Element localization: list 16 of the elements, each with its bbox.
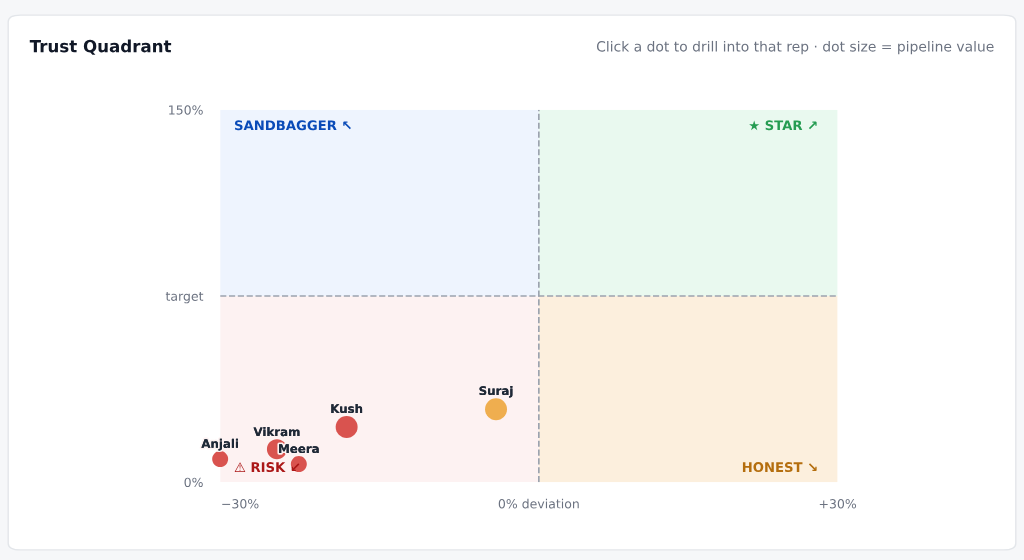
series-label: Vikram <box>253 427 300 437</box>
band-label: HONEST ↘ <box>742 462 817 473</box>
x-tick-label: −30% <box>222 499 259 509</box>
y-tick-label: 0% <box>184 477 203 488</box>
x-tick-label: +30% <box>819 499 857 509</box>
text: Click a dot to drill into that rep · dot size = pipeline value <box>596 40 994 55</box>
chart-title: Trust Quadrant <box>29 39 172 55</box>
series-label: Suraj <box>479 385 513 398</box>
band-label: SANDBAGGER ↖ <box>235 120 351 131</box>
series-label: Kush <box>331 403 363 414</box>
band-label: ⚠ RISK ↙ <box>234 462 300 473</box>
y-tick-label: 150% <box>169 105 203 115</box>
series-label: Anjali <box>201 438 238 451</box>
x-tick-label: 0% deviation <box>498 498 579 509</box>
band-label: ★ STAR ↗ <box>749 120 817 131</box>
y-tick-label: target <box>165 291 204 304</box>
